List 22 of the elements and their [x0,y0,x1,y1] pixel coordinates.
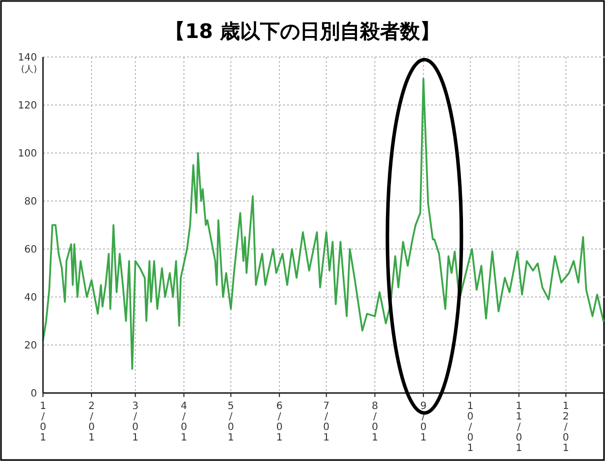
x-tick-label: 1 2/01 [562,401,570,454]
x-tick-label: 1 / 0 1 [40,401,46,444]
x-tick-label: 2/01 [88,401,95,444]
y-tick-label: 140 [18,52,37,64]
y-tick-label: 0 [30,388,37,400]
x-tick-label: 11/01 [516,401,522,454]
x-tick-label: 10/01 [467,401,474,454]
x-tick-label: 3/01 [132,401,139,444]
y-tick-label: 80 [24,196,37,208]
x-tick-label: 4/01 [180,401,188,444]
y-tick-label: 100 [18,148,37,160]
y-tick-label: 120 [18,100,37,112]
line-series [42,78,604,370]
x-tick-label: 6/01 [276,401,283,444]
x-tick-label: 7/01 [323,401,330,444]
x-tick-label: 5/01 [228,401,234,444]
chart-title: 【18 歳以下の日別自殺者数】 [165,19,440,43]
x-tick-label: 8/01 [372,401,378,444]
y-tick-label: 20 [24,340,37,352]
y-tick-label: 60 [24,244,37,256]
y-tick-label: 40 [24,292,37,304]
y-axis-title: (人) [20,64,37,75]
